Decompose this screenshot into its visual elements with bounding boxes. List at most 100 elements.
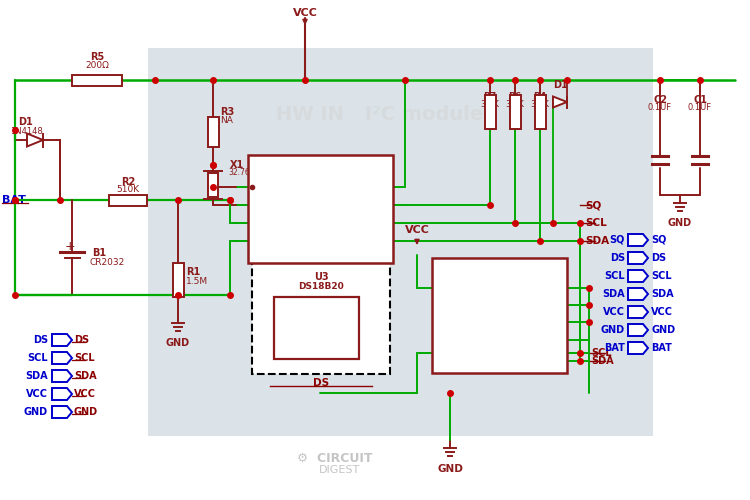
- Text: VCC: VCC: [603, 307, 625, 317]
- Text: X1: X1: [261, 182, 273, 192]
- Text: 5: 5: [382, 236, 387, 246]
- Text: R6: R6: [509, 92, 521, 101]
- Text: BAT: BAT: [2, 195, 26, 205]
- Text: NA: NA: [220, 116, 232, 125]
- Text: SCL: SCL: [27, 353, 48, 363]
- Text: DS: DS: [313, 378, 329, 388]
- Text: 1.5M: 1.5M: [186, 278, 208, 286]
- Bar: [208, 117, 218, 147]
- Text: GND: GND: [668, 218, 692, 228]
- Text: GND: GND: [306, 308, 327, 316]
- Text: VCC: VCC: [362, 182, 380, 192]
- Text: WP: WP: [538, 336, 554, 344]
- Text: GND: GND: [24, 407, 48, 417]
- Text: O: O: [311, 318, 322, 332]
- Text: A1: A1: [542, 300, 554, 310]
- Bar: [432, 258, 567, 373]
- Bar: [274, 297, 359, 359]
- Text: A2: A2: [542, 284, 554, 292]
- Polygon shape: [628, 252, 648, 264]
- Text: DS: DS: [610, 253, 625, 263]
- Polygon shape: [52, 406, 72, 418]
- Text: 1: 1: [556, 318, 561, 326]
- Text: 3.3K: 3.3K: [481, 100, 500, 109]
- Text: SCL: SCL: [651, 271, 672, 281]
- Text: 0.1UF: 0.1UF: [648, 103, 672, 112]
- Text: 8: 8: [438, 284, 442, 292]
- Text: 7: 7: [556, 336, 561, 344]
- Text: SCL: SCL: [604, 271, 625, 281]
- Text: 4: 4: [438, 348, 442, 358]
- Bar: [484, 95, 496, 129]
- Text: VCC: VCC: [651, 307, 673, 317]
- Text: +: +: [64, 240, 75, 252]
- Polygon shape: [52, 370, 72, 382]
- Text: SDA: SDA: [74, 371, 97, 381]
- Text: 7: 7: [382, 200, 387, 209]
- Text: BAT: BAT: [604, 343, 625, 353]
- Text: SCL: SCL: [74, 353, 94, 363]
- Polygon shape: [52, 352, 72, 364]
- Polygon shape: [628, 270, 648, 282]
- Text: GND: GND: [74, 407, 98, 417]
- Text: SDA: SDA: [535, 356, 554, 366]
- Polygon shape: [628, 306, 648, 318]
- Text: I²C modules: I²C modules: [365, 106, 495, 124]
- Text: SDA: SDA: [591, 356, 613, 366]
- Text: DIGEST: DIGEST: [320, 465, 361, 475]
- Text: GND: GND: [445, 348, 466, 358]
- Text: 2: 2: [556, 300, 561, 310]
- Text: ⚙  CIRCUIT: ⚙ CIRCUIT: [297, 452, 373, 464]
- Text: GND: GND: [261, 236, 282, 246]
- Text: DS: DS: [33, 335, 48, 345]
- Text: SCL: SCL: [585, 218, 607, 228]
- Text: R4: R4: [533, 92, 547, 101]
- Text: SQ: SQ: [651, 235, 666, 245]
- Text: SQW/OUT: SQW/OUT: [335, 200, 380, 209]
- Text: 6: 6: [382, 218, 387, 228]
- Text: U2: U2: [492, 266, 507, 276]
- Text: VCC: VCC: [74, 389, 96, 399]
- Bar: [148, 48, 653, 436]
- Text: U3: U3: [314, 272, 328, 282]
- Text: DS: DS: [651, 253, 666, 263]
- Text: SQ: SQ: [585, 200, 602, 210]
- Text: 1N4148: 1N4148: [10, 127, 43, 136]
- Text: D1: D1: [18, 117, 33, 127]
- Bar: [172, 263, 184, 297]
- Text: VCC: VCC: [404, 225, 430, 235]
- Text: SCL: SCL: [363, 218, 380, 228]
- Text: 8: 8: [382, 182, 387, 192]
- Text: SQ: SQ: [610, 235, 625, 245]
- Text: 200Ω: 200Ω: [85, 61, 109, 70]
- Text: A0: A0: [542, 318, 554, 326]
- Text: GND: GND: [166, 338, 190, 348]
- Text: 3: 3: [254, 218, 259, 228]
- Text: 5: 5: [556, 356, 561, 366]
- Text: DS1307Z+: DS1307Z+: [294, 172, 347, 181]
- Text: 3: 3: [556, 284, 561, 292]
- Bar: [208, 173, 218, 197]
- Text: U1: U1: [314, 163, 328, 173]
- Polygon shape: [27, 134, 43, 146]
- Text: CR2032: CR2032: [90, 258, 125, 267]
- Text: VDD: VDD: [306, 334, 327, 344]
- Polygon shape: [52, 388, 72, 400]
- Text: VCC: VCC: [292, 8, 317, 18]
- Text: B1: B1: [92, 248, 106, 258]
- Text: BAT: BAT: [651, 343, 672, 353]
- Text: GND: GND: [601, 325, 625, 335]
- Text: SDA: SDA: [585, 236, 609, 246]
- Text: C1: C1: [693, 95, 707, 105]
- Text: 0.1UF: 0.1UF: [688, 103, 712, 112]
- Text: 1: 1: [254, 182, 259, 192]
- Text: R5: R5: [90, 52, 104, 62]
- Text: SDA: SDA: [602, 289, 625, 299]
- Bar: [72, 74, 122, 86]
- Polygon shape: [553, 96, 567, 108]
- Text: 3.3K: 3.3K: [530, 100, 550, 109]
- Text: 4: 4: [254, 236, 259, 246]
- Text: C2: C2: [653, 95, 667, 105]
- Text: R2: R2: [121, 177, 135, 187]
- Text: VCC: VCC: [445, 284, 464, 292]
